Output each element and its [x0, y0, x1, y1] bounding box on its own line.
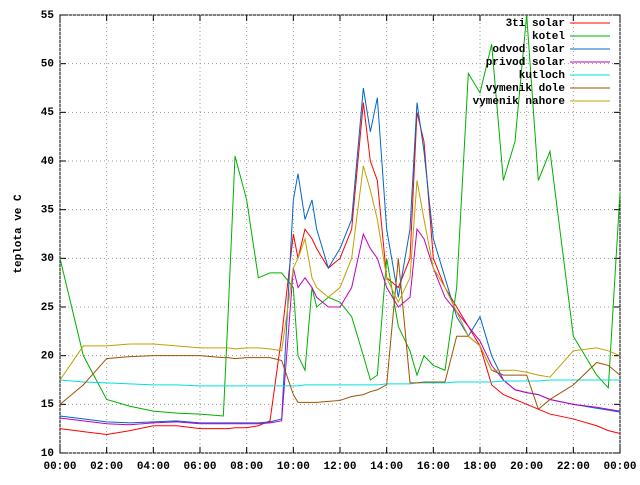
series-line	[59, 227, 621, 426]
legend-label: kutloch	[519, 70, 565, 82]
legend-label: privod solar	[486, 57, 565, 69]
x-tick-label: 16:00	[417, 461, 450, 473]
y-tick-label: 35	[41, 205, 55, 217]
legend-label: 3ti solar	[506, 18, 565, 30]
x-tick-label: 08:00	[230, 461, 263, 473]
x-tick-label: 20:00	[510, 461, 543, 473]
y-tick-label: 45	[41, 107, 55, 119]
legend-label: vymenik dole	[486, 83, 566, 95]
x-tick-label: 06:00	[183, 461, 216, 473]
x-tick-label: 22:00	[557, 461, 590, 473]
x-tick-label: 12:00	[323, 461, 356, 473]
series-line	[59, 165, 621, 381]
y-tick-label: 50	[41, 59, 54, 71]
series-line	[59, 102, 621, 436]
y-tick-label: 25	[41, 302, 55, 314]
legend-label: vymenik nahore	[473, 96, 566, 108]
series-line	[59, 14, 621, 417]
series-line	[59, 258, 621, 411]
y-axis-label: teplota ve C	[13, 194, 25, 274]
x-tick-label: 00:00	[43, 461, 76, 473]
y-tick-label: 55	[41, 10, 55, 22]
legend-label: odvod solar	[492, 44, 565, 56]
y-tick-label: 30	[41, 253, 54, 265]
y-tick-label: 15	[41, 399, 55, 411]
x-tick-label: 04:00	[137, 461, 170, 473]
x-tick-label: 14:00	[370, 461, 403, 473]
x-tick-label: 02:00	[90, 461, 123, 473]
y-tick-label: 20	[41, 351, 54, 363]
series-line	[59, 379, 620, 387]
x-tick-label: 18:00	[463, 461, 496, 473]
y-tick-label: 40	[41, 156, 54, 168]
x-tick-label: 00:00	[603, 461, 636, 473]
x-tick-label: 10:00	[277, 461, 310, 473]
legend-label: kotel	[532, 31, 565, 43]
y-tick-label: 10	[41, 448, 54, 460]
